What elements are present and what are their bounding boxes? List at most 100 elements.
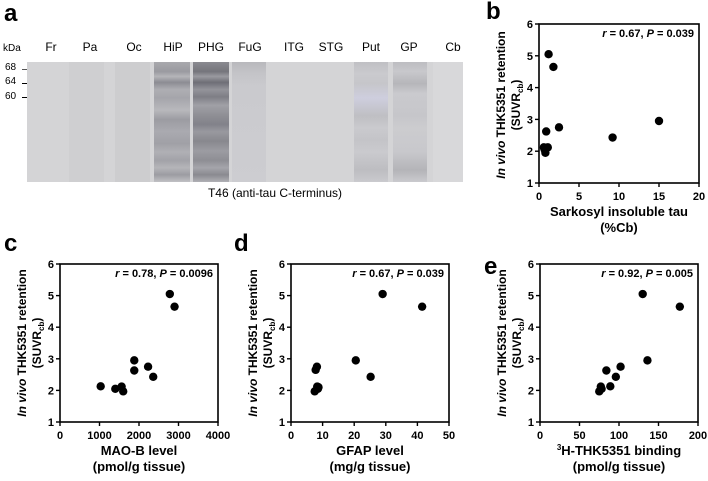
y-tick-label: 3 bbox=[527, 114, 533, 126]
panel-e-xlabel-2: (pmol/g tissue) bbox=[573, 459, 665, 474]
x-tick-label: 4000 bbox=[206, 430, 230, 442]
y-tick-label: 1 bbox=[279, 417, 285, 429]
svg-text:(SUVRcb): (SUVRcb) bbox=[509, 80, 525, 131]
data-point bbox=[130, 356, 139, 365]
plot-frame bbox=[538, 23, 700, 184]
svg-text:(SUVRcb): (SUVRcb) bbox=[30, 318, 46, 369]
data-point bbox=[170, 302, 179, 311]
lane-label-fr: Fr bbox=[45, 40, 57, 54]
data-point bbox=[654, 116, 664, 126]
lane-cb bbox=[433, 62, 463, 182]
data-point bbox=[314, 383, 323, 392]
mw-marker-60: 60 bbox=[5, 91, 17, 102]
scatter-d: 1 2 3 4 5 6 0 10 20 30 40 50 bbox=[279, 259, 455, 442]
x-tick-label: 0 bbox=[57, 430, 63, 442]
svg-text:(SUVRcb): (SUVRcb) bbox=[261, 318, 277, 369]
y-tick-label: 4 bbox=[527, 83, 534, 95]
y-tick-label: 5 bbox=[528, 291, 534, 303]
x-tick-label: 30 bbox=[380, 430, 392, 442]
svg-text:In vivo THK5351 retention: In vivo THK5351 retention bbox=[15, 269, 29, 416]
plot-frame bbox=[290, 263, 450, 423]
data-point bbox=[351, 356, 360, 365]
western-blot-panel: kDa Fr Pa Oc HiP PHG FuG ITG STG Put GP … bbox=[0, 0, 470, 210]
data-point bbox=[643, 356, 652, 365]
y-tick-label: 4 bbox=[48, 322, 55, 334]
panel-c-xlabel-1: MAO-B level bbox=[101, 443, 178, 458]
data-point bbox=[549, 62, 558, 72]
y-tick-label: 5 bbox=[279, 291, 285, 303]
data-point bbox=[119, 387, 128, 396]
lane-label-pa: Pa bbox=[82, 40, 98, 54]
x-tick-label: 15 bbox=[653, 191, 665, 203]
data-point bbox=[312, 362, 322, 371]
lane-label-oc: Oc bbox=[126, 40, 142, 54]
svg-text:In vivo THK5351 retention: In vivo THK5351 retention bbox=[246, 269, 260, 416]
data-point bbox=[130, 366, 139, 375]
x-tick-label: 5 bbox=[576, 191, 582, 203]
panel-e-letter: e bbox=[484, 253, 498, 280]
data-point bbox=[606, 382, 615, 391]
x-tick-label: 20 bbox=[693, 191, 705, 203]
y-tick-label: 2 bbox=[48, 385, 54, 397]
kda-label: kDa bbox=[3, 43, 21, 54]
data-point bbox=[675, 302, 685, 311]
lane-label-hip: HiP bbox=[163, 40, 183, 54]
x-tick-label: 40 bbox=[411, 430, 423, 442]
y-tick-label: 1 bbox=[48, 417, 54, 429]
data-point bbox=[378, 289, 387, 299]
svg-text:In vivo THK5351 retention: In vivo THK5351 retention bbox=[495, 269, 509, 416]
svg-text:In vivo THK5351 retention: In vivo THK5351 retention bbox=[494, 31, 508, 178]
y-tick-label: 3 bbox=[279, 354, 285, 366]
svg-text:(SUVRcb): (SUVRcb) bbox=[510, 318, 526, 369]
data-point bbox=[608, 133, 617, 142]
panel-d-xlabel-1: GFAP level bbox=[336, 443, 404, 458]
y-tick-label: 3 bbox=[48, 354, 54, 366]
lane-label-gp: GP bbox=[400, 40, 418, 54]
x-tick-label: 10 bbox=[316, 430, 328, 442]
y-tick-label: 6 bbox=[528, 259, 534, 271]
data-point bbox=[111, 384, 120, 394]
panel-a-letter: a bbox=[4, 0, 18, 27]
panel-c-ylabel: In vivo THK5351 retention (SUVRcb) bbox=[15, 269, 46, 416]
x-tick-label: 0 bbox=[536, 191, 542, 203]
x-tick-label: 3000 bbox=[166, 430, 190, 442]
x-tick-label: 1000 bbox=[87, 430, 111, 442]
mw-marker-68: 68 bbox=[5, 62, 17, 73]
y-tick-label: 5 bbox=[48, 291, 54, 303]
x-tick-label: 150 bbox=[649, 430, 667, 442]
y-tick-label: 2 bbox=[528, 385, 534, 397]
panel-b-xlabel-2: (%Cb) bbox=[600, 220, 638, 235]
scatter-b: 1 2 3 4 5 6 0 5 10 15 20 bbox=[527, 19, 705, 203]
lane-label-fug: FuG bbox=[238, 40, 262, 54]
x-tick-label: 0 bbox=[288, 430, 294, 442]
y-tick-label: 2 bbox=[279, 385, 285, 397]
lane-put bbox=[354, 62, 388, 182]
data-point bbox=[540, 145, 549, 154]
y-tick-label: 6 bbox=[279, 259, 285, 271]
data-point bbox=[616, 362, 625, 371]
y-tick-label: 5 bbox=[527, 51, 533, 63]
data-point bbox=[596, 382, 606, 391]
x-tick-label: 10 bbox=[613, 191, 625, 203]
panel-e-xlabel-1: 3H-THK5351 binding bbox=[557, 443, 681, 458]
lane-label-phg: PHG bbox=[197, 40, 224, 54]
y-tick-label: 2 bbox=[527, 146, 533, 158]
x-tick-label: 50 bbox=[443, 430, 455, 442]
x-tick-label: 50 bbox=[573, 430, 585, 442]
data-point bbox=[638, 289, 647, 299]
x-tick-label: 2000 bbox=[127, 430, 151, 442]
data-point bbox=[611, 372, 621, 382]
data-point bbox=[165, 289, 175, 299]
lane-label-itg: ITG bbox=[284, 40, 304, 54]
gel-caption: T46 (anti-tau C-terminus) bbox=[207, 186, 343, 200]
panel-c-stats: r = 0.78, P = 0.0096 bbox=[115, 268, 213, 280]
gel-image bbox=[27, 62, 463, 182]
plot-frame bbox=[539, 263, 699, 423]
data-point bbox=[542, 127, 551, 136]
panel-b-ylabel: In vivo THK5351 retention (SUVRcb) bbox=[494, 31, 525, 178]
lane-fug bbox=[232, 62, 266, 182]
y-tick-label: 4 bbox=[279, 322, 286, 334]
data-point bbox=[366, 372, 375, 382]
panel-b-stats: r = 0.67, P = 0.039 bbox=[602, 28, 694, 40]
